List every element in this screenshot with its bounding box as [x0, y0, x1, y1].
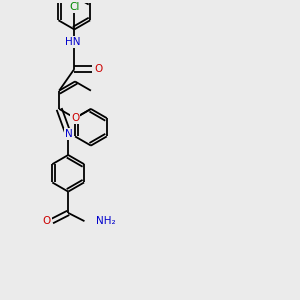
- Text: O: O: [94, 64, 103, 74]
- Text: N: N: [65, 129, 73, 139]
- Text: Cl: Cl: [69, 2, 80, 12]
- Text: NH₂: NH₂: [96, 216, 115, 226]
- Text: O: O: [71, 113, 79, 123]
- Text: O: O: [43, 216, 51, 226]
- Text: HN: HN: [65, 37, 81, 47]
